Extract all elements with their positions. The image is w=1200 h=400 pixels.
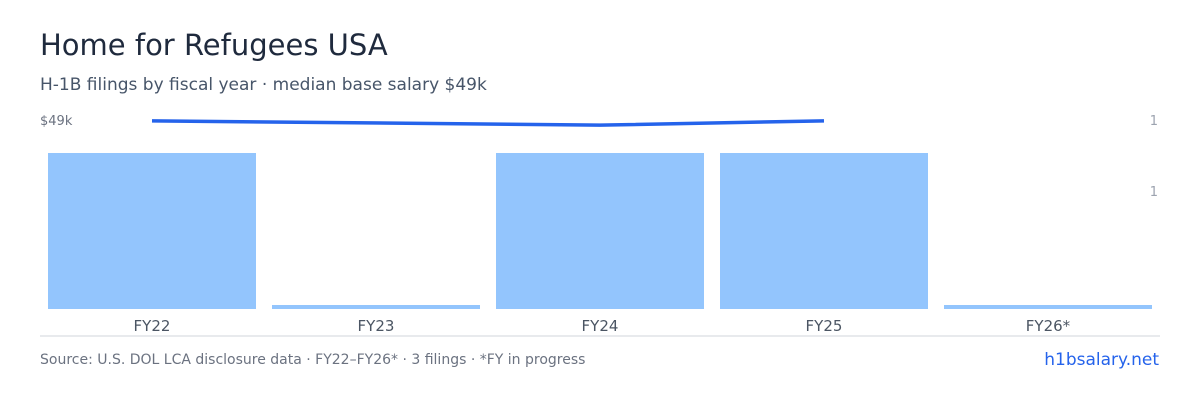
bar-fy25	[720, 153, 928, 309]
chart-subtitle: H-1B filings by fiscal year · median bas…	[40, 75, 487, 95]
x-tick-label: FY23	[358, 317, 395, 335]
x-tick-label: FY24	[582, 317, 619, 335]
bar-fy22	[48, 153, 256, 309]
x-tick-label: FY25	[806, 317, 843, 335]
bar-fy26	[944, 305, 1152, 309]
x-tick-label: FY26*	[1026, 317, 1071, 335]
bar-fy24	[496, 153, 704, 309]
chart-title: Home for Refugees USA	[40, 28, 388, 62]
source-note: Source: U.S. DOL LCA disclosure data · F…	[40, 352, 586, 368]
y-right-tick-label: 1	[1150, 185, 1158, 200]
salary-line	[151, 119, 825, 127]
x-tick-label: FY22	[134, 317, 171, 335]
y-right-tick-label: 1	[1150, 114, 1158, 129]
y-left-tick-label: $49k	[40, 114, 73, 129]
site-link[interactable]: h1bsalary.net	[1044, 350, 1159, 370]
bar-fy23	[272, 305, 480, 309]
